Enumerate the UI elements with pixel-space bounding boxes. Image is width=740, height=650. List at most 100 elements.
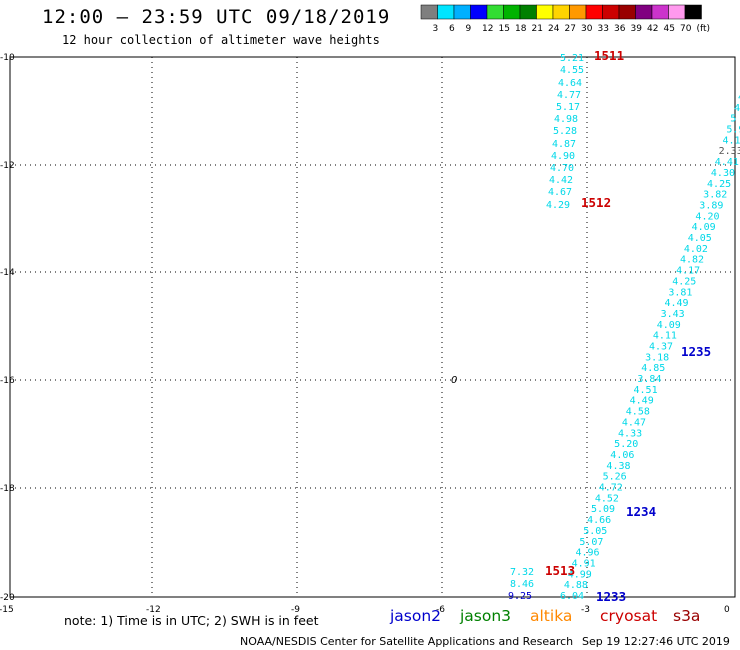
colorbar-label: 36 — [614, 24, 626, 34]
swh-value: 5.07 — [579, 537, 603, 548]
pass-time-label: 1513 — [545, 563, 575, 578]
swh-value: 3.82 — [703, 190, 727, 201]
generated-timestamp: Sep 19 12:27:46 UTC 2019 — [582, 635, 730, 648]
lon-label: -15 — [0, 605, 14, 615]
swh-value: 2.33 — [719, 146, 740, 157]
colorbar-label: 24 — [548, 24, 560, 34]
swh-value: 4.77 — [557, 90, 581, 101]
lat-label: -14 — [0, 268, 15, 278]
colorbar-label: 3 — [433, 24, 439, 34]
swh-value: 4.90 — [551, 151, 575, 162]
swh-value: 4.82 — [680, 255, 704, 266]
map-marker: 0 — [451, 375, 457, 386]
swh-value: 4.98 — [554, 114, 578, 125]
swh-value: 4.09 — [657, 320, 681, 331]
swh-value: 4.25 — [672, 276, 696, 287]
swh-value: 4.70 — [550, 163, 574, 174]
lon-label: 0 — [724, 605, 730, 615]
colorbar-label: 42 — [647, 24, 658, 34]
swh-value: 4.52 — [595, 493, 619, 504]
swh-value: 4.30 — [711, 168, 735, 179]
colorbar-label: 9 — [466, 24, 472, 34]
colorbar-swatch — [585, 4, 603, 20]
swh-value: 3.89 — [699, 200, 723, 211]
swh-value: 3.81 — [668, 287, 692, 298]
swh-value: 4.13 — [723, 135, 740, 146]
lon-label: -9 — [291, 605, 300, 615]
colorbar-label: 30 — [581, 24, 593, 34]
swh-value: 4.02 — [684, 244, 708, 255]
legend-altika: altika — [530, 607, 573, 625]
legend-s3a: s3a — [673, 607, 701, 625]
colorbar-label: 33 — [598, 24, 609, 34]
swh-value: 6.04 — [560, 591, 584, 602]
lon-label: -6 — [436, 605, 445, 615]
swh-value: 4.85 — [641, 363, 665, 374]
swh-value: 4.11 — [653, 331, 677, 342]
swh-value: 4.49 — [664, 298, 688, 309]
swh-value: 4.91 — [572, 558, 596, 569]
swh-value: 4.17 — [676, 266, 700, 277]
legend-jason3: jason3 — [460, 607, 512, 625]
map-frame — [9, 56, 736, 598]
swh-value: 4.42 — [549, 175, 573, 186]
colorbar-swatch — [437, 4, 455, 20]
colorbar-label: 27 — [565, 24, 576, 34]
swh-value: 4 — [738, 92, 740, 103]
swh-value: 5.28 — [553, 126, 577, 137]
swh-value: 4 — [734, 103, 740, 114]
swh-value: 4.58 — [626, 407, 650, 418]
credit-line: NOAA/NESDIS Center for Satellite Applica… — [240, 635, 574, 648]
legend-jason2: jason2 — [390, 607, 442, 625]
lat-label: -18 — [0, 484, 15, 494]
colorbar-label: 12 — [482, 24, 493, 34]
lat-label: -16 — [0, 376, 15, 386]
swh-value: 8.46 — [510, 579, 534, 590]
pass-time-label: 1233 — [596, 589, 626, 604]
swh-value: 4.99 — [568, 569, 592, 580]
lat-label: -12 — [0, 161, 15, 171]
page-title: 12:00 – 23:59 UTC 09/18/2019 — [42, 6, 391, 28]
pass-time-label: 1235 — [681, 344, 711, 359]
swh-value: 9.25 — [508, 591, 532, 602]
colorbar-swatch — [684, 4, 702, 20]
colorbar-swatch — [668, 4, 686, 20]
swh-value: 3.18 — [645, 352, 669, 363]
swh-value: 7.32 — [510, 567, 534, 578]
colorbar-swatch — [470, 4, 488, 20]
lon-label: -3 — [581, 605, 590, 615]
colorbar-swatch — [651, 4, 669, 20]
swh-value: 4.37 — [649, 342, 673, 353]
colorbar-swatch — [519, 4, 537, 20]
pass-time-label: 1234 — [626, 504, 656, 519]
swh-value: 5.17 — [556, 102, 580, 113]
swh-value: 5 — [730, 114, 736, 125]
swh-value: 5.05 — [583, 526, 607, 537]
colorbar-label: (ft) — [697, 24, 711, 34]
swh-value: 5.09 — [591, 504, 615, 515]
swh-value: 4.88 — [564, 580, 588, 591]
swh-value: 3.84 — [637, 374, 661, 385]
colorbar-label: 45 — [664, 24, 675, 34]
colorbar-swatch — [536, 4, 554, 20]
pass-time-label: 1511 — [594, 48, 624, 63]
colorbar-swatch — [602, 4, 620, 20]
colorbar-swatch — [503, 4, 521, 20]
swh-value: 4.06 — [610, 450, 634, 461]
colorbar-label: 15 — [499, 24, 510, 34]
colorbar-swatch — [486, 4, 504, 20]
colorbar-label: 39 — [631, 24, 643, 34]
page-subtitle: 12 hour collection of altimeter wave hei… — [62, 33, 380, 47]
swh-value: 4.25 — [707, 179, 731, 190]
units-note: note: 1) Time is in UTC; 2) SWH is in fe… — [64, 613, 319, 628]
swh-value: 4.66 — [587, 515, 611, 526]
colorbar-swatch — [618, 4, 636, 20]
swh-value: 4.09 — [692, 222, 716, 233]
colorbar-swatch — [453, 4, 471, 20]
lat-label: -10 — [0, 53, 15, 63]
swh-value: 4.33 — [618, 428, 642, 439]
swh-value: 4.67 — [548, 187, 572, 198]
swh-value: 5.26 — [603, 472, 627, 483]
colorbar-swatch — [569, 4, 587, 20]
colorbar-swatch — [552, 4, 570, 20]
